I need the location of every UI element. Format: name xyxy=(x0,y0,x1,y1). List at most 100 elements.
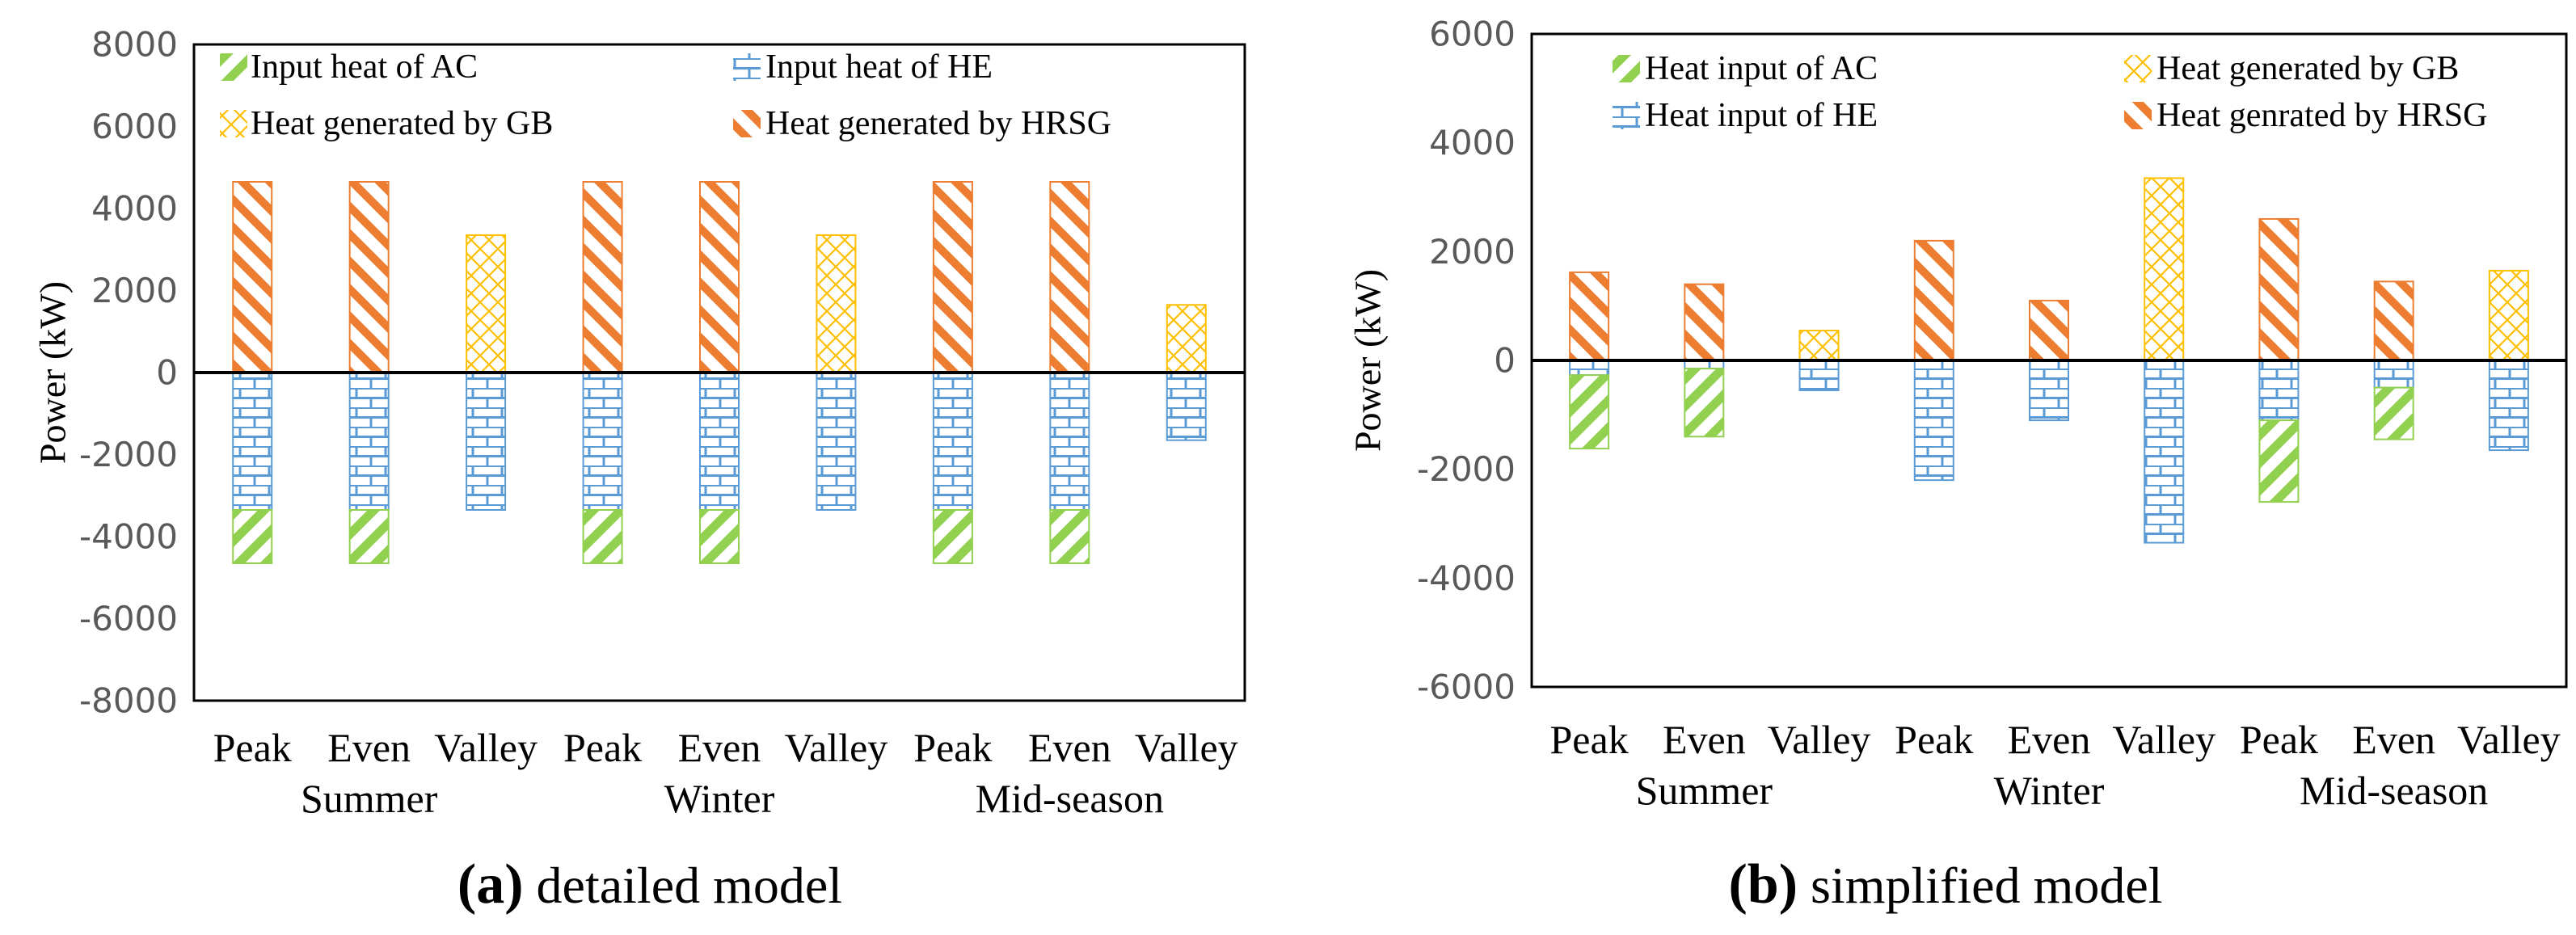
bar-hrsg xyxy=(2373,280,2414,361)
caption-letter: (b) xyxy=(1728,853,1798,916)
category-label: Even xyxy=(2008,717,2091,762)
category-label: Valley xyxy=(1768,717,1871,762)
bar-he xyxy=(466,372,507,512)
category-label: Peak xyxy=(2240,717,2318,762)
bar-ac xyxy=(1049,509,1090,564)
group-label: Winter xyxy=(664,776,775,821)
y-tick-label: -4000 xyxy=(79,517,178,557)
category-label: Even xyxy=(327,725,411,770)
bar-gb xyxy=(2488,269,2529,361)
bars xyxy=(1569,177,2529,544)
category-label: Valley xyxy=(2112,717,2216,762)
legend-swatch-gb xyxy=(2124,55,2152,82)
x-axis-categories: Peak Even Valley Peak Even Valley Peak Even Vall… xyxy=(213,725,1238,770)
legend-label-gb: Heat generated by GB xyxy=(2157,50,2459,87)
caption-letter: (a) xyxy=(457,853,524,916)
caption-text: detailed model xyxy=(537,857,843,914)
category-label: Peak xyxy=(213,725,292,770)
category-label: Valley xyxy=(785,725,888,770)
category-label: Peak xyxy=(1895,717,1973,762)
bar-hrsg xyxy=(582,181,623,373)
category-label: Peak xyxy=(1550,717,1629,762)
legend-swatch-ac xyxy=(220,53,247,81)
category-label: Valley xyxy=(434,725,538,770)
legend: Heat input of AC Heat generated by GB He… xyxy=(1613,50,2487,134)
bar-gb xyxy=(816,234,857,373)
group-label: Summer xyxy=(301,776,438,821)
bar-ac xyxy=(699,509,740,564)
category-label: Peak xyxy=(913,725,992,770)
y-tick-label: 8000 xyxy=(91,25,178,65)
bar-hrsg xyxy=(1049,181,1090,373)
category-label: Valley xyxy=(2457,717,2561,762)
legend-label-he: Heat input of HE xyxy=(1645,97,1878,134)
bars xyxy=(232,181,1207,564)
y-tick-label: 2000 xyxy=(91,271,178,310)
bar-he xyxy=(2029,360,2069,422)
category-label: Even xyxy=(1028,725,1111,770)
bar-ac xyxy=(1684,368,1725,438)
x-axis-groups: Summer Winter Mid-season xyxy=(1636,768,2489,813)
legend-label-gb: Heat generated by GB xyxy=(251,105,553,142)
bar-ac xyxy=(2373,386,2414,440)
x-axis-groups: Summer Winter Mid-season xyxy=(301,776,1164,821)
category-label: Even xyxy=(678,725,761,770)
bar-ac xyxy=(348,509,390,564)
category-label: Even xyxy=(1663,717,1746,762)
caption-text: simplified model xyxy=(1811,857,2163,914)
legend-swatch-hrsg xyxy=(2124,102,2152,129)
y-tick-label: -2000 xyxy=(79,435,178,474)
bar-hrsg xyxy=(348,181,390,373)
group-label: Winter xyxy=(1994,768,2105,813)
y-tick-label: -6000 xyxy=(79,599,178,638)
legend-swatch-hrsg xyxy=(733,110,761,137)
bar-he xyxy=(2373,360,2414,389)
legend: Input heat of AC Input heat of HE Heat g… xyxy=(220,48,1111,142)
legend-swatch-ac xyxy=(1613,55,1640,82)
category-label: Valley xyxy=(1135,725,1238,770)
y-tick-label: -4000 xyxy=(1417,558,1516,598)
bar-he xyxy=(1569,360,1610,377)
legend-label-ac: Input heat of AC xyxy=(251,48,478,86)
y-tick-label: -8000 xyxy=(79,681,178,721)
group-label: Mid-season xyxy=(2300,768,2488,813)
bar-ac xyxy=(932,509,973,564)
bar-gb xyxy=(1166,304,1207,374)
bar-hrsg xyxy=(2258,217,2300,361)
bar-hrsg xyxy=(1684,283,1725,362)
y-axis-ticks: 8000 6000 4000 2000 0 -2000 -4000 -6000 -8000 xyxy=(79,25,178,721)
bar-ac xyxy=(1569,374,1610,450)
bar-he xyxy=(2488,360,2529,452)
bar-hrsg xyxy=(2029,299,2069,361)
bar-he xyxy=(582,372,623,512)
bar-he xyxy=(1913,360,1954,482)
legend-label-hrsg: Heat genrated by HRSG xyxy=(2157,97,2487,134)
y-axis-label: Power (kW) xyxy=(1347,269,1389,452)
category-label: Peak xyxy=(563,725,642,770)
legend-label-he: Input heat of HE xyxy=(765,48,993,86)
caption: (b) simplified model xyxy=(1728,853,2162,916)
bar-ac xyxy=(232,509,273,564)
bar-gb xyxy=(466,234,507,373)
bar-he xyxy=(2258,360,2300,422)
bar-hrsg xyxy=(1913,239,1954,361)
y-tick-label: 2000 xyxy=(1429,232,1516,272)
legend-label-ac: Heat input of AC xyxy=(1645,50,1878,87)
bar-he xyxy=(932,372,973,512)
y-tick-label: 6000 xyxy=(91,107,178,146)
y-tick-label: -2000 xyxy=(1417,449,1516,489)
bar-he xyxy=(1798,360,1840,392)
y-axis-label: Power (kW) xyxy=(32,281,74,464)
y-tick-label: 0 xyxy=(156,353,178,393)
group-label: Summer xyxy=(1636,768,1773,813)
legend-label-hrsg: Heat generated by HRSG xyxy=(765,105,1111,142)
bar-hrsg xyxy=(232,181,273,373)
legend-swatch-he xyxy=(1613,102,1640,129)
bar-he xyxy=(232,372,273,512)
group-label: Mid-season xyxy=(976,776,1164,821)
y-tick-label: 4000 xyxy=(1429,123,1516,162)
bar-gb xyxy=(1798,329,1840,362)
bar-he xyxy=(2144,360,2185,544)
y-tick-label: 6000 xyxy=(1429,15,1516,54)
